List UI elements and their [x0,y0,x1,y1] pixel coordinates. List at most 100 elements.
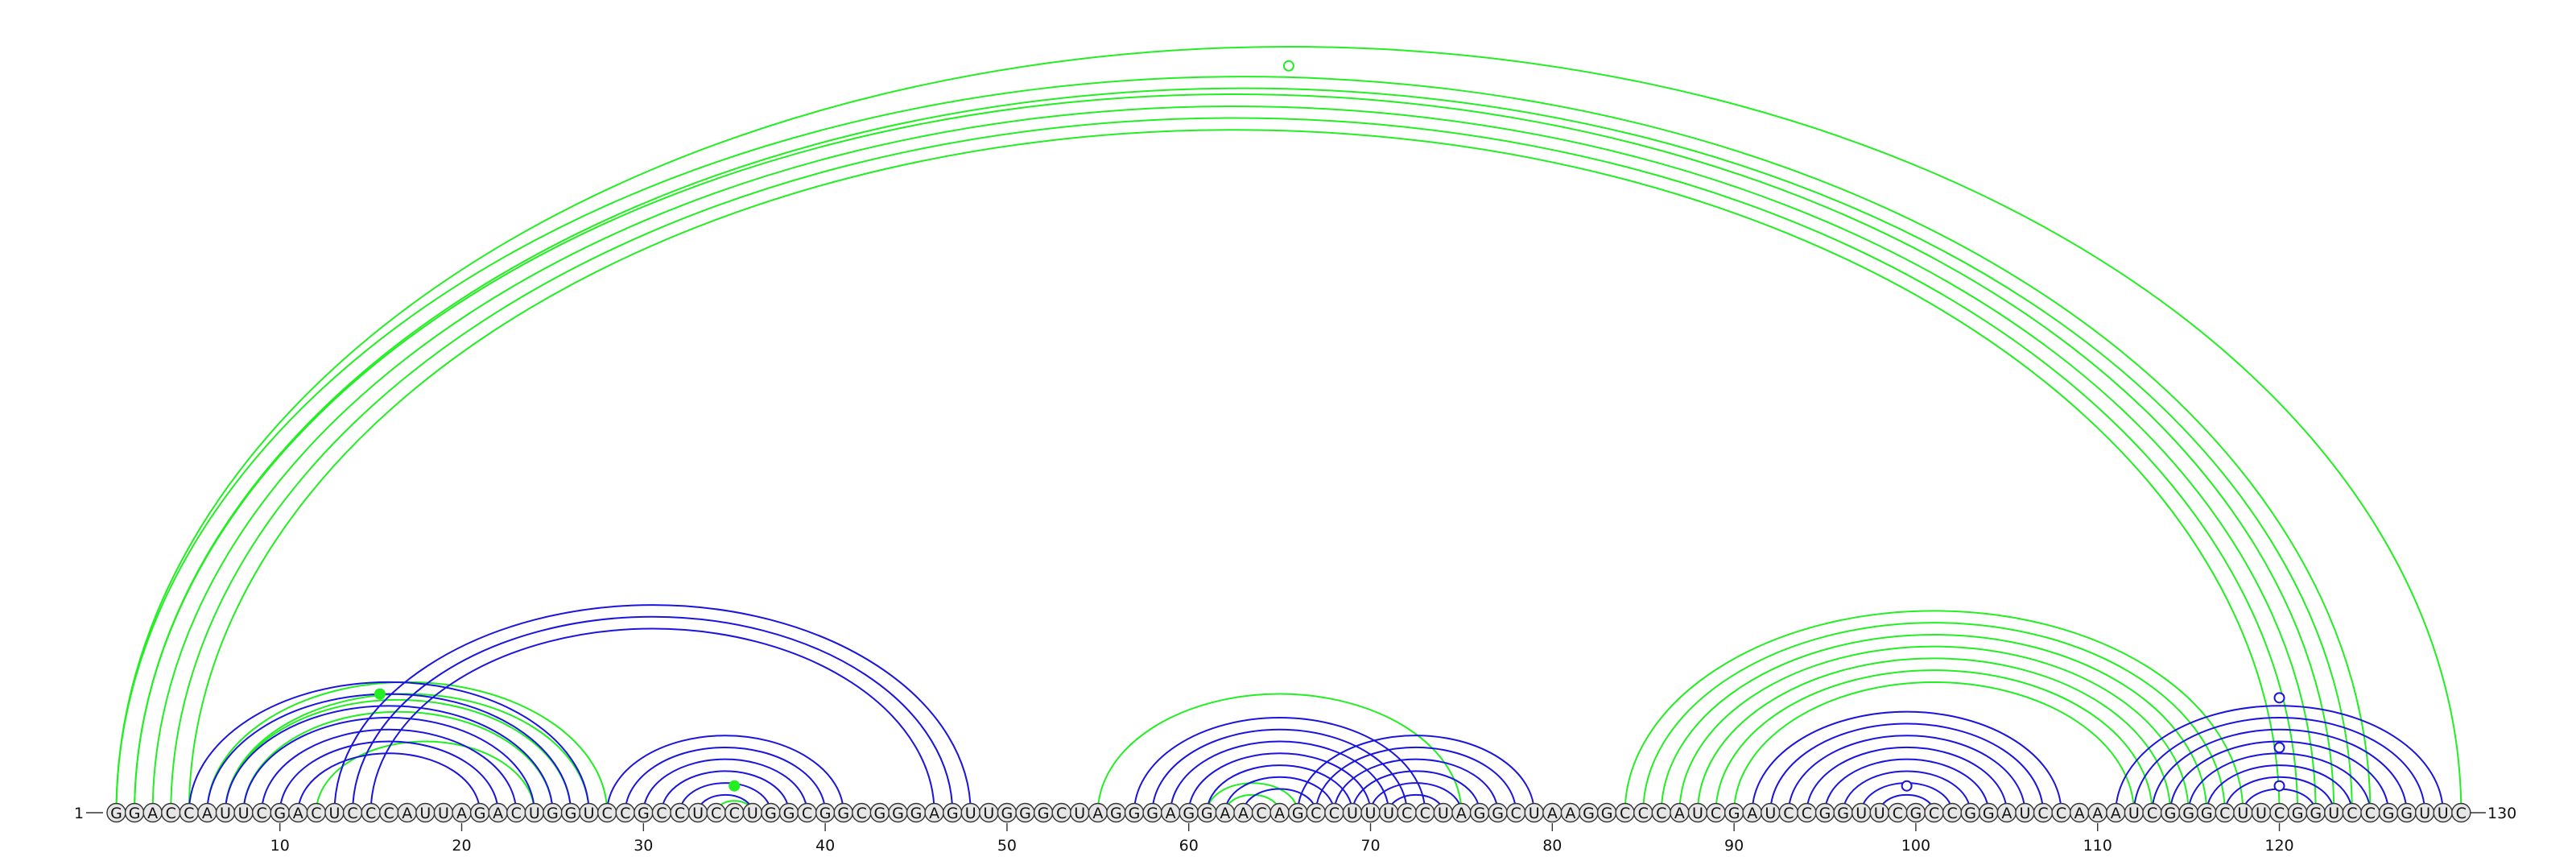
nucleotide-letter: G [547,805,559,822]
nucleotide-22: A [488,802,508,823]
nucleotide-84: C [1615,802,1635,823]
nucleotide-43: G [869,802,890,823]
nucleotide-letter: U [1692,805,1703,822]
nucleotide-letter: G [638,805,650,822]
blue-arc-61-69 [1206,764,1353,814]
nucleotide-78: C [1505,802,1526,823]
tick-label-40: 40 [815,837,835,855]
blue-marker-7 [2273,780,2285,792]
nucleotide-letter: C [1056,805,1067,822]
nucleotide-letter: C [2456,805,2467,822]
nucleotide-letter: U [438,805,449,822]
tick-label-20: 20 [452,837,471,855]
nucleotide-letter: C [802,805,812,822]
nucleotide-67: C [1306,802,1326,823]
nucleotide-letter: C [1929,805,1939,822]
blue-marker-6 [2273,742,2285,754]
blue-arc-28-41 [606,735,844,814]
nucleotide-36: U [742,802,762,823]
tick-label-100: 100 [1901,837,1930,855]
nucleotide-letter: A [147,805,158,822]
nucleotide-letter: A [2001,805,2012,822]
nucleotide-61: G [1197,802,1217,823]
nucleotide-letter: U [1365,805,1377,822]
blue-arc-6-26 [206,693,572,814]
position-axis: 10 20 30 40 50 60 70 80 90 100 110 120 [270,823,2294,855]
base-pair-arcs [115,46,2462,814]
nucleotide-letter: U [2237,805,2248,822]
nucleotide-26: G [560,802,581,823]
nucleotide-81: A [1560,802,1581,823]
nucleotide-letter: C [2274,805,2285,822]
nucleotide-50: G [997,802,1018,823]
nucleotide-letter: C [1420,805,1430,822]
nucleotide-93: C [1778,802,1799,823]
nucleotide-letter: U [238,805,250,822]
nucleotide-40: G [815,802,836,823]
nucleotide-60: G [1179,802,1199,823]
nucleotide-letter: A [1166,805,1176,822]
nucleotide-letter: A [1092,805,1103,822]
nucleotide-52: G [1033,802,1054,823]
nucleotide-121: G [2287,802,2308,823]
blue-arc-9-23 [261,728,518,814]
nucleotide-76: G [1469,802,1490,823]
blue-arc-63-67 [1242,788,1317,814]
nucleotide-letter: G [1292,805,1304,822]
nucleotide-30: G [634,802,654,823]
nucleotide-letter: A [1220,805,1230,822]
nucleotide-letter: G [2201,805,2213,822]
nucleotide-125: C [2360,802,2380,823]
nucleotide-letter: U [2128,805,2140,822]
nucleotide-70: U [1360,802,1381,823]
nucleotide-94: C [1797,802,1817,823]
nucleotide-72: C [1397,802,1417,823]
nucleotide-80: A [1542,802,1563,823]
nucleotide-letter: C [857,805,867,822]
nucleotide-2: G [124,802,145,823]
nucleotide-circle [2451,802,2471,823]
nucleotide-88: U [1687,802,1708,823]
start-label: 1 [74,805,84,822]
blue-arc-111-129 [2115,705,2444,814]
blue-arc-113-127 [2151,728,2408,814]
tick-label-10: 10 [270,837,290,855]
nucleotide-letter: C [2037,805,2048,822]
nucleotide-37: G [761,802,781,823]
nucleotide-116: G [2196,802,2217,823]
nucleotide-letter: G [819,805,832,822]
tick-label-50: 50 [997,837,1017,855]
nucleotide-57: G [1124,802,1145,823]
nucleotide-letter: U [1347,805,1358,822]
blue-arc-67-78 [1315,746,1517,814]
nucleotide-107: C [2033,802,2054,823]
blue-arc-94-105 [1806,746,2008,814]
green-arc-90-112 [1733,681,2135,814]
nucleotide-10: G [270,802,290,823]
nucleotide-letter: G [1910,805,1922,822]
nucleotide-75: A [1451,802,1472,823]
nucleotide-letter: U [1383,805,1394,822]
nucleotide-19: U [433,802,454,823]
nucleotide-68: C [1324,802,1344,823]
nucleotide-113: C [2142,802,2162,823]
nucleotide-18: U [415,802,436,823]
nucleotide-letter: G [1019,805,1031,822]
nucleotide-letter: G [1492,805,1504,822]
nucleotide-51: G [1015,802,1035,823]
blue-arc-95-104 [1824,758,1990,814]
nucleotide-66: G [1287,802,1308,823]
nucleotide-letter: A [202,805,213,822]
green-arc-4-121 [170,117,2299,814]
nucleotide-90: G [1724,802,1744,823]
nucleotide-5: C [179,802,200,823]
nucleotide-letter: C [1946,805,1957,822]
nucleotide-123: U [2324,802,2344,823]
nucleotide-letter: A [929,805,939,822]
nucleotide-13: U [324,802,345,823]
blue-arc-114-126 [2169,740,2389,814]
blue-marker-5 [2273,692,2285,704]
nucleotide-letter: U [1856,805,1867,822]
nucleotide-letter: A [1456,805,1467,822]
blue-arc-10-22 [279,740,499,814]
